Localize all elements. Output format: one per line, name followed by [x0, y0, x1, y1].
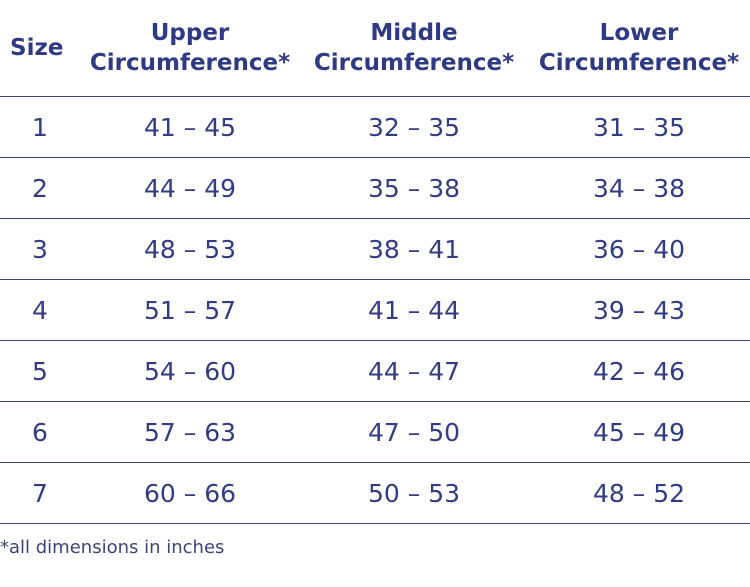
middle-cell: 50 – 53	[300, 462, 528, 524]
table-row: 6 57 – 63 47 – 50 45 – 49	[0, 401, 750, 463]
header-middle-circumference: Middle Circumference*	[300, 0, 528, 97]
table-row: 5 54 – 60 44 – 47 42 – 46	[0, 340, 750, 402]
table-row: 1 41 – 45 32 – 35 31 – 35	[0, 96, 750, 158]
header-row: Size Upper Circumference* Middle Circumf…	[0, 0, 750, 97]
lower-cell: 36 – 40	[528, 218, 750, 280]
size-cell: 1	[0, 96, 80, 158]
header-upper-line1: Upper	[150, 20, 230, 46]
upper-cell: 48 – 53	[80, 218, 300, 280]
footnote: *all dimensions in inches	[0, 537, 225, 558]
upper-cell: 57 – 63	[80, 401, 300, 463]
header-size-label: Size	[10, 35, 64, 61]
lower-cell: 42 – 46	[528, 340, 750, 402]
table-header: Size Upper Circumference* Middle Circumf…	[0, 0, 750, 97]
upper-cell: 54 – 60	[80, 340, 300, 402]
size-cell: 7	[0, 462, 80, 524]
header-lower-line1: Lower	[599, 20, 679, 46]
header-middle-line1: Middle	[370, 20, 458, 46]
lower-cell: 34 – 38	[528, 157, 750, 219]
middle-cell: 44 – 47	[300, 340, 528, 402]
table-row: 4 51 – 57 41 – 44 39 – 43	[0, 279, 750, 341]
middle-cell: 38 – 41	[300, 218, 528, 280]
size-chart-table: Size Upper Circumference* Middle Circumf…	[0, 0, 750, 524]
middle-cell: 35 – 38	[300, 157, 528, 219]
size-cell: 4	[0, 279, 80, 341]
header-lower-circumference: Lower Circumference*	[528, 0, 750, 97]
lower-cell: 48 – 52	[528, 462, 750, 524]
upper-cell: 60 – 66	[80, 462, 300, 524]
size-cell: 2	[0, 157, 80, 219]
size-cell: 3	[0, 218, 80, 280]
size-cell: 6	[0, 401, 80, 463]
lower-cell: 45 – 49	[528, 401, 750, 463]
header-upper-line2: Circumference*	[89, 50, 291, 76]
middle-cell: 41 – 44	[300, 279, 528, 341]
upper-cell: 41 – 45	[80, 96, 300, 158]
table-row: 2 44 – 49 35 – 38 34 – 38	[0, 157, 750, 219]
lower-cell: 39 – 43	[528, 279, 750, 341]
size-cell: 5	[0, 340, 80, 402]
header-size: Size	[0, 0, 80, 97]
middle-cell: 47 – 50	[300, 401, 528, 463]
table-row: 3 48 – 53 38 – 41 36 – 40	[0, 218, 750, 280]
table-body: 1 41 – 45 32 – 35 31 – 35 2 44 – 49 35 –…	[0, 96, 750, 524]
header-middle-line2: Circumference*	[313, 50, 515, 76]
middle-cell: 32 – 35	[300, 96, 528, 158]
upper-cell: 44 – 49	[80, 157, 300, 219]
header-upper-circumference: Upper Circumference*	[80, 0, 300, 97]
header-lower-line2: Circumference*	[538, 50, 740, 76]
table-row: 7 60 – 66 50 – 53 48 – 52	[0, 462, 750, 524]
lower-cell: 31 – 35	[528, 96, 750, 158]
upper-cell: 51 – 57	[80, 279, 300, 341]
